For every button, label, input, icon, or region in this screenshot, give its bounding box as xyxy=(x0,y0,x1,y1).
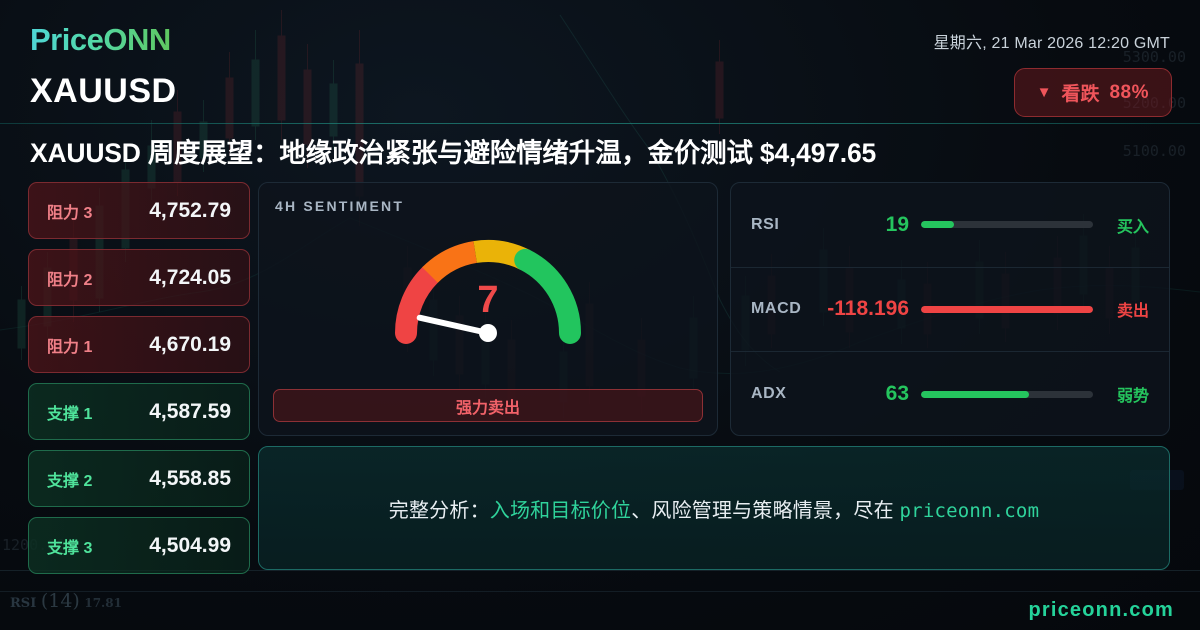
indicator-name: ADX xyxy=(751,385,787,403)
indicator-signal: 卖出 xyxy=(1116,303,1149,321)
gauge-segment xyxy=(422,241,478,284)
cta-prefix: 完整分析： xyxy=(388,499,490,522)
indicator-bar xyxy=(921,221,1093,229)
footer-brand: priceonn.com xyxy=(1028,599,1174,621)
level-label: 支撑 3 xyxy=(47,539,93,557)
indicator-value: 19 xyxy=(885,212,909,236)
indicators-panel: RSI 19 买入 MACD -118.196 卖出 ADX 63 弱势 xyxy=(730,182,1170,436)
list-item: 阻力 3 4,752.79 xyxy=(28,182,250,239)
level-value: 4,752.79 xyxy=(149,198,231,222)
sentiment-panel: 4H SENTIMENT 7 强力卖出 xyxy=(258,182,718,436)
level-value: 4,587.59 xyxy=(149,399,231,423)
level-value: 4,504.99 xyxy=(149,533,231,557)
brand-logo: PriceONN xyxy=(30,22,171,57)
cta-panel[interactable]: 完整分析：入场和目标价位、风险管理与策略情景，尽在 priceonn.com xyxy=(258,446,1170,570)
gauge-hub xyxy=(479,324,497,342)
background-price-label: 5100.00 xyxy=(1122,142,1186,160)
level-label: 阻力 1 xyxy=(47,338,93,356)
background-rsi-name: RSI xyxy=(10,596,37,611)
headline: XAUUSD 周度展望：地缘政治紧张与避险情绪升温，金价测试 $4,497.65 xyxy=(30,138,877,168)
cta-domain-link[interactable]: priceonn.com xyxy=(899,499,1040,522)
cta-middle: 、风险管理与策略情景，尽在 xyxy=(631,499,900,522)
table-row: ADX 63 弱势 xyxy=(731,352,1169,437)
levels-list: 阻力 3 4,752.79 阻力 2 4,724.05 阻力 1 4,670.1… xyxy=(28,182,250,584)
background-rsi-caption: RSI (14) 17.81 xyxy=(10,590,122,612)
background-rsi-period: (14) xyxy=(40,590,80,612)
background-rsi-value: 17.81 xyxy=(84,596,122,610)
table-row: MACD -118.196 卖出 xyxy=(731,268,1169,352)
table-row: RSI 19 买入 xyxy=(731,183,1169,268)
timestamp: 星期六, 21 Mar 2026 12:20 GMT xyxy=(933,35,1170,52)
gauge-segment xyxy=(395,264,442,344)
level-value: 4,558.85 xyxy=(149,466,231,490)
level-label: 支撑 1 xyxy=(47,405,93,423)
page-title: XAUUSD xyxy=(30,72,177,110)
level-label: 阻力 2 xyxy=(47,271,93,289)
list-item: 支撑 3 4,504.99 xyxy=(28,517,250,574)
bias-label: 看跌 xyxy=(1061,84,1100,105)
cta-text: 完整分析：入场和目标价位、风险管理与策略情景，尽在 priceonn.com xyxy=(389,494,1039,523)
indicator-name: MACD xyxy=(751,300,802,318)
level-value: 4,724.05 xyxy=(149,265,231,289)
level-label: 支撑 2 xyxy=(47,472,93,490)
list-item: 阻力 1 4,670.19 xyxy=(28,316,250,373)
background-divider xyxy=(0,570,1200,571)
sentiment-gauge xyxy=(259,221,717,381)
indicator-bar xyxy=(921,390,1093,398)
list-item: 支撑 1 4,587.59 xyxy=(28,383,250,440)
level-value: 4,670.19 xyxy=(149,332,231,356)
background-price-label: 5300.00 xyxy=(1122,48,1186,66)
indicator-signal: 弱势 xyxy=(1116,388,1149,406)
indicator-name: RSI xyxy=(751,215,780,233)
list-item: 阻力 2 4,724.05 xyxy=(28,249,250,306)
status-badge: ▼ 看跌 88% xyxy=(1013,68,1172,117)
accent-divider xyxy=(0,123,1200,124)
indicator-bar xyxy=(921,305,1093,313)
list-item: 支撑 2 4,558.85 xyxy=(28,450,250,507)
down-triangle-icon: ▼ xyxy=(1036,84,1052,101)
footer-divider xyxy=(0,591,1200,592)
indicator-value: 63 xyxy=(885,382,909,406)
indicator-value: -118.196 xyxy=(827,297,909,321)
indicator-signal: 买入 xyxy=(1116,218,1149,236)
gauge-needle xyxy=(416,314,491,336)
bias-percent: 88% xyxy=(1109,81,1149,103)
level-label: 阻力 3 xyxy=(47,204,93,222)
sentiment-verdict: 强力卖出 xyxy=(273,389,703,422)
gauge-segment xyxy=(514,248,581,344)
sentiment-panel-title: 4H SENTIMENT xyxy=(275,198,405,214)
cta-highlight: 入场和目标价位 xyxy=(489,499,632,522)
